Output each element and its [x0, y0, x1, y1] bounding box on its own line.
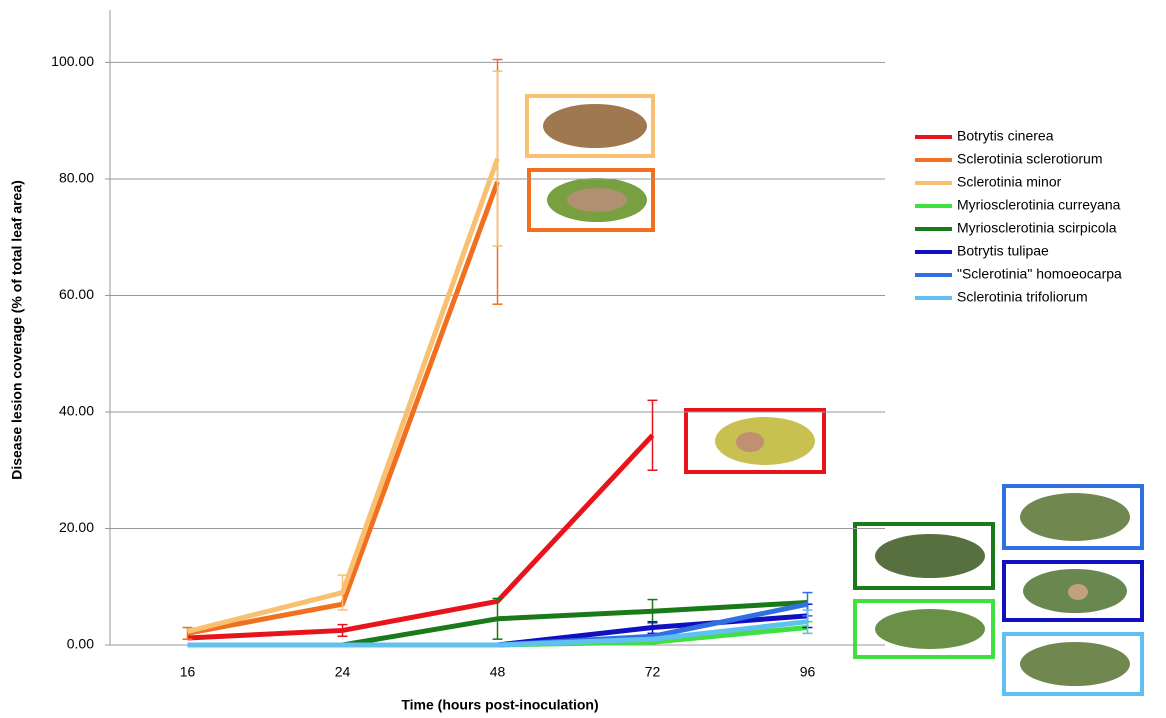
- legend-label: Sclerotinia trifoliorum: [957, 289, 1088, 305]
- legend-label: Botrytis tulipae: [957, 243, 1049, 259]
- y-axis-title: Disease lesion coverage (% of total leaf…: [9, 180, 25, 480]
- legend-label: Sclerotinia sclerotiorum: [957, 151, 1103, 167]
- y-tick-label: 20.00: [59, 519, 94, 535]
- series-line: [188, 182, 498, 633]
- y-tick-label: 0.00: [67, 636, 94, 652]
- y-tick-label: 60.00: [59, 286, 94, 302]
- x-axis-title: Time (hours post-inoculation): [401, 697, 598, 713]
- series-line: [188, 159, 498, 632]
- x-tick-label: 16: [180, 664, 196, 680]
- y-tick-label: 40.00: [59, 403, 94, 419]
- x-tick-label: 96: [800, 664, 816, 680]
- legend-label: Myriosclerotinia scirpicola: [957, 220, 1117, 236]
- x-tick-label: 72: [645, 664, 661, 680]
- legend-label: "Sclerotinia" homoeocarpa: [957, 266, 1122, 282]
- y-tick-label: 100.00: [51, 53, 94, 69]
- chart: Time (hours post-inoculation) Disease le…: [0, 0, 1166, 718]
- x-tick-label: 24: [335, 664, 351, 680]
- x-tick-label: 48: [490, 664, 506, 680]
- legend-label: Botrytis cinerea: [957, 128, 1054, 144]
- legend-label: Sclerotinia minor: [957, 174, 1062, 190]
- y-tick-label: 80.00: [59, 170, 94, 186]
- legend-label: Myriosclerotinia curreyana: [957, 197, 1121, 213]
- series-line: [188, 435, 653, 638]
